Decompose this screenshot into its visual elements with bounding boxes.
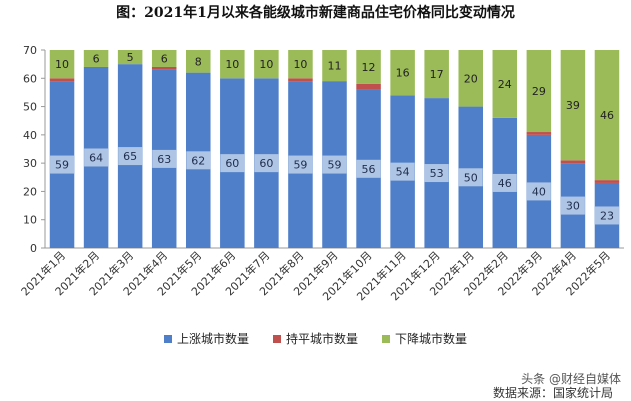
y-tick-label: 60 <box>23 72 37 85</box>
data-label: 46 <box>498 177 512 190</box>
data-label: 60 <box>225 157 239 170</box>
bar-segment <box>83 50 109 67</box>
bar-segment <box>526 50 552 133</box>
bar-segment <box>151 66 177 70</box>
data-label: 6 <box>93 52 100 65</box>
y-tick-label: 10 <box>23 214 37 227</box>
data-label: 59 <box>293 159 307 172</box>
y-tick-label: 70 <box>23 44 37 57</box>
bar-segment <box>356 83 381 90</box>
bar-segment <box>424 50 449 99</box>
watermark: 头条 @财经自媒体 <box>521 372 621 386</box>
data-label-box <box>152 149 177 168</box>
bar-segment <box>594 180 620 183</box>
bar-segment <box>492 50 518 118</box>
legend-swatch-flat <box>272 334 281 343</box>
data-label: 20 <box>464 72 478 85</box>
data-label: 53 <box>430 167 444 180</box>
data-label: 59 <box>55 159 69 172</box>
legend-item-rising: 上涨城市数量 <box>163 330 249 347</box>
y-tick-label: 0 <box>30 242 37 255</box>
bar-segment <box>49 50 75 79</box>
data-label: 24 <box>498 78 512 91</box>
data-label-box <box>356 159 381 178</box>
bar-segment <box>594 50 620 181</box>
bar-segment <box>254 50 279 79</box>
legend-label-rising: 上涨城市数量 <box>176 332 249 346</box>
bar-segment <box>288 50 313 79</box>
data-label-box <box>526 182 551 201</box>
data-label: 65 <box>123 150 137 163</box>
y-tick-label: 30 <box>23 157 37 170</box>
bar-segment <box>288 78 313 82</box>
bar-segment <box>390 50 415 96</box>
bar-segment <box>458 50 483 107</box>
data-label: 10 <box>55 58 69 71</box>
data-label-box <box>186 151 211 170</box>
bar-segment <box>117 50 143 65</box>
bar-segment <box>186 50 211 73</box>
data-label: 46 <box>600 109 614 122</box>
data-label-box <box>220 154 245 173</box>
legend: 上涨城市数量 持平城市数量 下降城市数量 <box>0 330 631 347</box>
data-label: 62 <box>191 154 205 167</box>
data-label-box <box>560 196 585 215</box>
data-label: 29 <box>532 85 546 98</box>
bar-segment <box>526 132 552 135</box>
data-label: 17 <box>430 68 444 81</box>
y-tick-label: 40 <box>23 129 37 142</box>
legend-item-flat: 持平城市数量 <box>272 330 358 347</box>
y-tick-label: 20 <box>23 185 37 198</box>
bar-segment <box>560 50 586 161</box>
data-label: 60 <box>259 157 273 170</box>
data-label: 5 <box>127 51 134 64</box>
legend-label-falling: 下降城市数量 <box>395 332 468 346</box>
data-label: 50 <box>464 171 478 184</box>
data-label-box <box>84 148 109 167</box>
data-label-box <box>492 173 517 192</box>
data-label: 39 <box>566 99 580 112</box>
bar-segment <box>356 50 381 84</box>
chart-title: 图：2021年1月以来各能级城市新建商品住宅价格同比变动情况 <box>116 5 515 21</box>
data-label-box <box>50 155 75 174</box>
data-label-box <box>594 206 619 225</box>
data-label-box <box>322 155 347 174</box>
y-tick-label: 50 <box>23 101 37 114</box>
data-label: 63 <box>157 153 171 166</box>
bar-segment <box>322 50 347 82</box>
data-label-box <box>390 162 415 181</box>
legend-item-falling: 下降城市数量 <box>382 330 467 347</box>
data-label: 6 <box>161 52 168 65</box>
data-label-box <box>254 154 279 173</box>
source-note: 数据来源：国家统计局 <box>492 386 613 400</box>
bar-segment <box>151 50 177 67</box>
data-label: 59 <box>328 159 342 172</box>
data-label: 10 <box>293 58 307 71</box>
data-label: 64 <box>89 151 103 164</box>
data-label: 16 <box>396 67 410 80</box>
data-label: 40 <box>532 185 546 198</box>
data-label: 56 <box>362 163 376 176</box>
data-label: 23 <box>600 209 614 222</box>
data-label-box <box>458 168 483 187</box>
bar-segment <box>560 160 586 164</box>
data-label: 11 <box>328 60 342 73</box>
bar-segment <box>49 78 75 82</box>
data-label: 10 <box>259 58 273 71</box>
data-label: 54 <box>396 166 410 179</box>
legend-label-flat: 持平城市数量 <box>285 332 358 346</box>
data-label-box <box>288 155 313 174</box>
data-label: 10 <box>225 58 239 71</box>
data-label: 12 <box>362 61 376 74</box>
data-label-box <box>118 147 143 166</box>
data-label: 30 <box>566 200 580 213</box>
data-label: 8 <box>195 55 202 68</box>
bar-segment <box>220 50 245 79</box>
legend-swatch-falling <box>382 334 390 343</box>
data-label-box <box>424 164 449 183</box>
legend-swatch-rising <box>163 334 172 343</box>
